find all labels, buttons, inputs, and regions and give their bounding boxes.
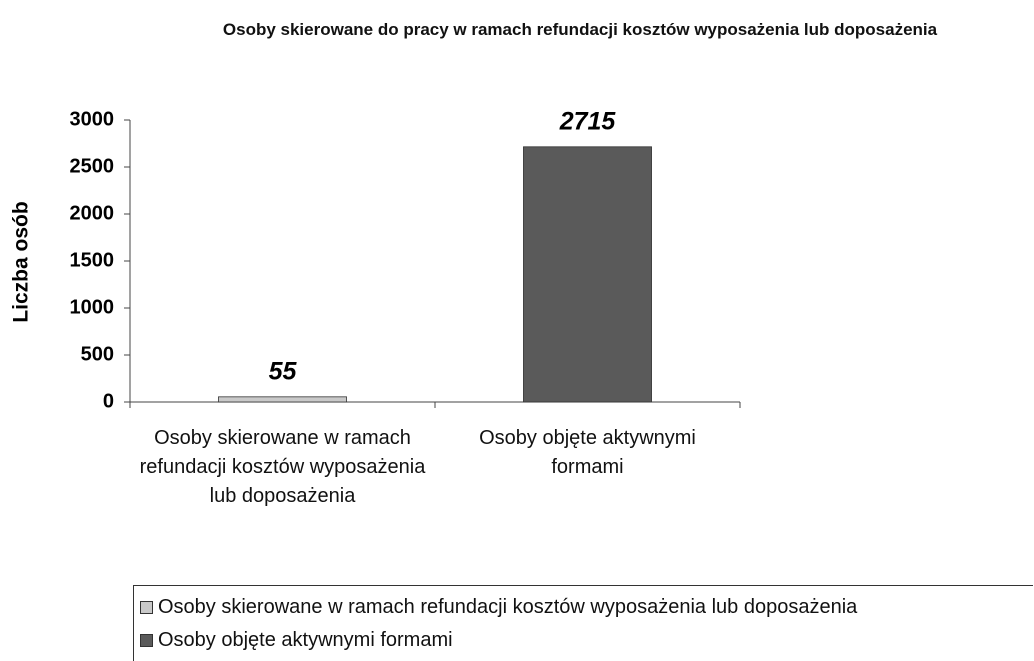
legend-label: Osoby objęte aktywnymi formami — [158, 628, 453, 651]
data-label: 2715 — [559, 107, 617, 135]
legend-entry: Osoby objęte aktywnymi formami — [140, 627, 453, 653]
legend: Osoby skierowane w ramach refundacji kos… — [133, 585, 1033, 661]
y-tick-label: 2500 — [70, 155, 115, 177]
legend-swatch — [140, 600, 153, 614]
chart-title: Osoby skierowane do pracy w ramach refun… — [222, 20, 938, 39]
x-tick-label: Osoby objęte aktywnymi formami — [479, 427, 696, 478]
y-tick-label: 3000 — [70, 108, 115, 130]
y-tick-label: 2000 — [70, 202, 115, 224]
y-axis-label: Liczba osób — [10, 201, 33, 322]
legend-swatch — [140, 633, 153, 647]
bar — [523, 146, 652, 403]
legend-label: Osoby skierowane w ramach refundacji kos… — [158, 595, 858, 618]
y-tick-label: 1500 — [70, 249, 115, 271]
legend-entry: Osoby skierowane w ramach refundacji kos… — [140, 594, 857, 620]
y-tick-label: 1000 — [70, 296, 115, 318]
y-tick-label: 0 — [103, 390, 114, 412]
x-tick-label: Osoby skierowane w ramach refundacji kos… — [139, 427, 426, 507]
y-tick-label: 500 — [81, 343, 114, 365]
data-label: 55 — [269, 357, 298, 385]
bar — [218, 396, 347, 403]
